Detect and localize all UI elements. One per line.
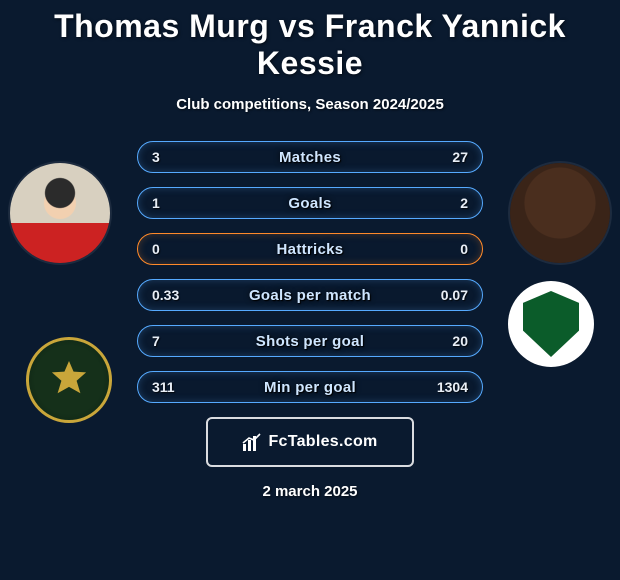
stat-right-value: 27 (452, 149, 468, 165)
date-text: 2 march 2025 (0, 483, 620, 500)
brand-chart-icon (242, 432, 262, 452)
stat-row: 0Hattricks0 (137, 233, 483, 265)
page-title: Thomas Murg vs Franck Yannick Kessie (0, 0, 620, 82)
player1-avatar (8, 161, 112, 265)
stat-label: Matches (138, 149, 482, 166)
club-logo-1-icon (26, 337, 112, 423)
stat-left-value: 311 (152, 379, 175, 395)
stat-right-value: 1304 (437, 379, 468, 395)
stat-right-value: 2 (460, 195, 468, 211)
stat-label: Shots per goal (138, 333, 482, 350)
stat-left-value: 1 (152, 195, 160, 211)
player1-face-image (10, 163, 110, 263)
stat-label: Min per goal (138, 379, 482, 396)
brand-text: FcTables.com (268, 433, 377, 451)
stat-left-value: 0 (152, 241, 160, 257)
stat-row: 0.33Goals per match0.07 (137, 279, 483, 311)
player2-face-image (510, 163, 610, 263)
stat-left-value: 7 (152, 333, 160, 349)
stat-row: 311Min per goal1304 (137, 371, 483, 403)
stat-right-value: 0 (460, 241, 468, 257)
comparison-area: 3Matches271Goals20Hattricks00.33Goals pe… (0, 141, 620, 500)
player2-avatar (508, 161, 612, 265)
stat-label: Hattricks (138, 241, 482, 258)
stat-row: 3Matches27 (137, 141, 483, 173)
player2-club-logo (508, 281, 594, 367)
stat-right-value: 20 (452, 333, 468, 349)
stat-label: Goals per match (138, 287, 482, 304)
stat-label: Goals (138, 195, 482, 212)
stat-right-value: 0.07 (441, 287, 468, 303)
stats-list: 3Matches271Goals20Hattricks00.33Goals pe… (137, 141, 483, 403)
stat-row: 7Shots per goal20 (137, 325, 483, 357)
subtitle: Club competitions, Season 2024/2025 (0, 96, 620, 113)
stat-left-value: 0.33 (152, 287, 179, 303)
stat-left-value: 3 (152, 149, 160, 165)
brand-badge: FcTables.com (206, 417, 414, 467)
club-logo-2-icon (508, 281, 594, 367)
player1-club-logo (26, 337, 112, 423)
stat-row: 1Goals2 (137, 187, 483, 219)
